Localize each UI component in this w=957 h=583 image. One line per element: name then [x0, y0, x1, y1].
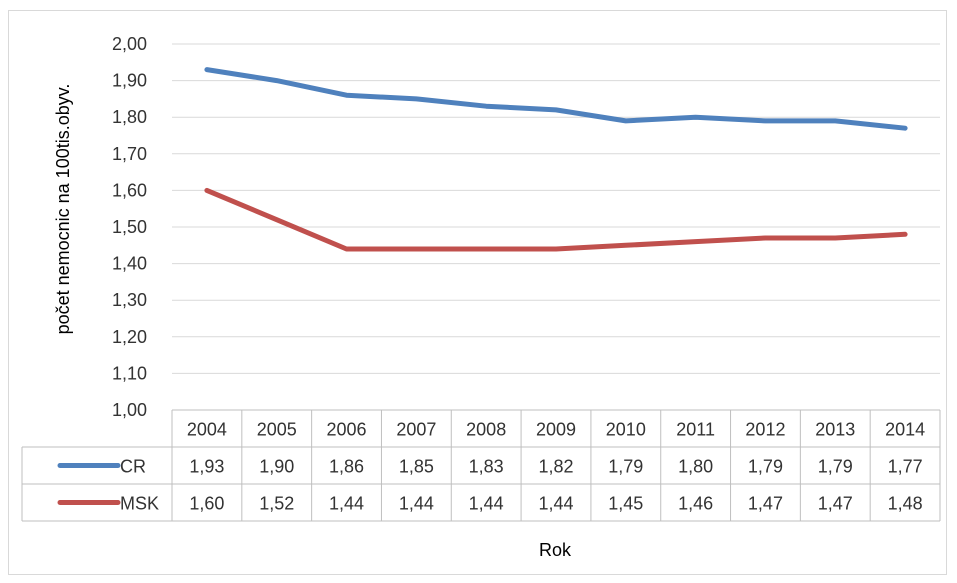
y-tick-label: 1,90	[112, 71, 147, 91]
data-label: 1,47	[748, 494, 783, 514]
y-tick-label: 1,10	[112, 363, 147, 383]
y-tick-label: 1,80	[112, 107, 147, 127]
y-axis-title: počet nemocnic na 100tis.obyv.	[53, 84, 73, 335]
x-tick-label: 2009	[536, 420, 576, 440]
data-label: 1,44	[399, 494, 434, 514]
x-tick-label: 2012	[745, 420, 785, 440]
data-table: 2004 2005 2006 2007 2008 2009 2010 2011 2012 2013…	[21, 409, 941, 522]
y-tick-label: 1,60	[112, 180, 147, 200]
y-tick-label: 2,00	[112, 34, 147, 54]
legend-label: CR	[120, 457, 146, 477]
data-label: 1,46	[678, 494, 713, 514]
data-label: 1,90	[259, 457, 294, 477]
data-label: 1,45	[608, 494, 643, 514]
data-label: 1,85	[399, 457, 434, 477]
data-label: 1,47	[818, 494, 853, 514]
data-label: 1,44	[538, 494, 573, 514]
x-tick-label: 2010	[606, 420, 646, 440]
series-line-cr	[204, 67, 908, 131]
y-tick-label: 1,20	[112, 327, 147, 347]
y-tick-label: 1,30	[112, 290, 147, 310]
x-axis-title: Rok	[539, 540, 572, 560]
y-tick-label: 1,40	[112, 254, 147, 274]
data-label: 1,79	[818, 457, 853, 477]
data-label: 1,93	[189, 457, 224, 477]
data-label: 1,44	[469, 494, 504, 514]
gridlines	[172, 43, 940, 374]
x-tick-label: 2008	[466, 420, 506, 440]
series-lines	[204, 67, 908, 252]
x-tick-label: 2014	[885, 420, 925, 440]
x-tick-label: 2013	[815, 420, 855, 440]
data-label: 1,80	[678, 457, 713, 477]
x-tick-label: 2006	[327, 420, 367, 440]
series-line-msk	[204, 187, 908, 252]
x-tick-label: 2007	[396, 420, 436, 440]
data-label: 1,86	[329, 457, 364, 477]
data-label: 1,52	[259, 494, 294, 514]
y-tick-label: 1,50	[112, 217, 147, 237]
data-label: 1,79	[748, 457, 783, 477]
legend-label: MSK	[120, 494, 159, 514]
data-label: 1,79	[608, 457, 643, 477]
data-label: 1,60	[189, 494, 224, 514]
y-tick-label: 1,70	[112, 144, 147, 164]
x-tick-label: 2005	[257, 420, 297, 440]
x-tick-label: 2011	[676, 420, 715, 440]
data-label: 1,44	[329, 494, 364, 514]
data-label: 1,77	[888, 457, 923, 477]
data-label: 1,83	[469, 457, 504, 477]
y-tick-label: 1,00	[112, 400, 147, 420]
data-label: 1,82	[538, 457, 573, 477]
x-tick-label: 2004	[187, 420, 227, 440]
y-axis-ticks: 1,00 1,10 1,20 1,30 1,40 1,50 1,60 1,70 1,80 1,90…	[112, 34, 147, 420]
data-label: 1,48	[888, 494, 923, 514]
